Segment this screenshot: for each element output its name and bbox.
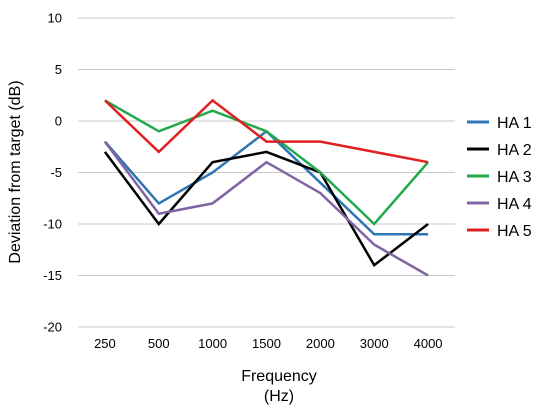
y-tick-label: -10 [43,217,62,232]
y-tick-label: -5 [50,165,62,180]
legend-label: HA 4 [497,196,532,213]
y-tick-label: -20 [43,320,62,335]
legend: HA 1 HA 2 HA 3 HA 4 HA 5 [467,115,532,240]
series-line-ha-5 [104,98,429,164]
y-tick-label: 5 [55,62,62,77]
legend-label: HA 5 [497,223,532,240]
y-axis-title: Deviation from target (dB) [7,80,24,263]
gridlines [78,17,455,328]
legend-label: HA 2 [497,142,532,159]
y-tick-label: -15 [43,268,62,283]
x-tick-label: 1500 [252,336,281,351]
x-tick-labels: 250 500 1000 1500 2000 3000 4000 [94,336,442,351]
series-lines [103,98,430,277]
series-line-ha-4 [103,140,429,277]
x-tick-label: 500 [148,336,170,351]
series-line-ha-2 [103,150,429,268]
x-tick-label: 250 [94,336,116,351]
y-tick-label: 10 [48,11,62,26]
x-tick-label: 2000 [306,336,335,351]
x-tick-label: 3000 [360,336,389,351]
x-tick-label: 4000 [414,336,443,351]
legend-label: HA 3 [497,169,532,186]
y-tick-label: 0 [55,114,62,129]
y-tick-labels: 10 5 0 -5 -10 -15 -20 [43,11,62,335]
series-line-ha-3 [104,99,430,226]
x-axis-title-line-2: (Hz) [264,388,294,405]
legend-label: HA 1 [497,115,532,132]
x-axis-title-line-1: Frequency [241,368,317,385]
x-tick-label: 1000 [198,336,227,351]
